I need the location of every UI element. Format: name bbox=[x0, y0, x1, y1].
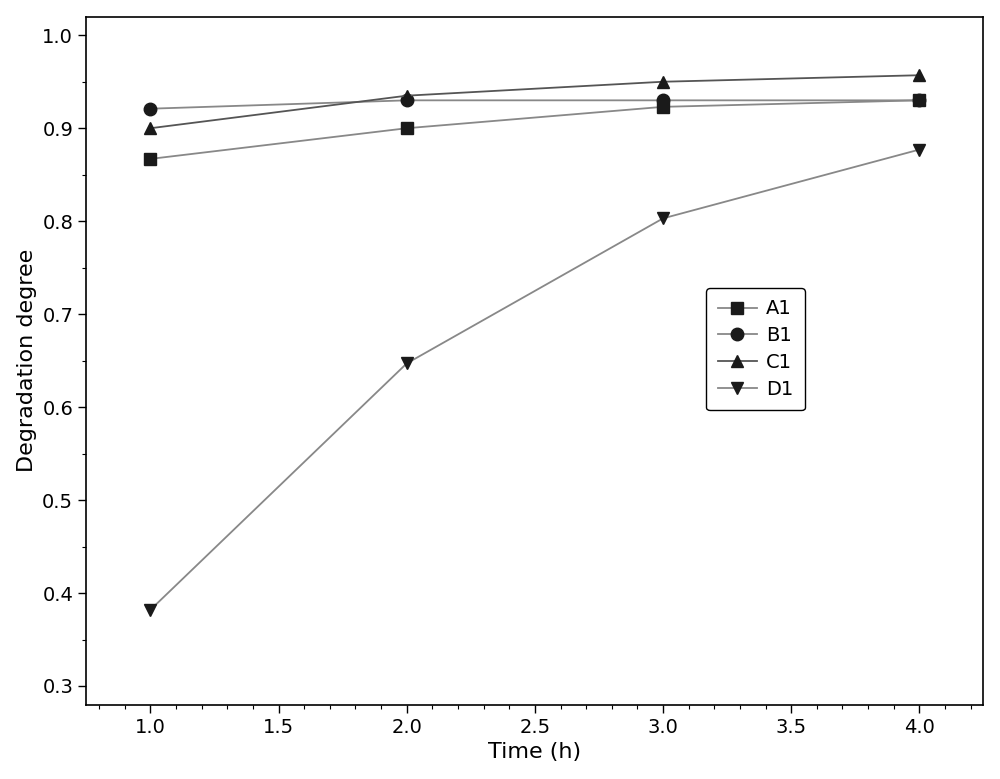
A1 bbox=[401, 124, 413, 133]
C1 bbox=[657, 77, 669, 86]
Line: B1: B1 bbox=[144, 94, 926, 115]
Line: D1: D1 bbox=[144, 143, 926, 616]
B1 bbox=[657, 96, 669, 105]
Legend: A1, B1, C1, D1: A1, B1, C1, D1 bbox=[706, 287, 805, 411]
A1 bbox=[657, 102, 669, 111]
C1 bbox=[144, 124, 156, 133]
D1 bbox=[144, 605, 156, 615]
B1 bbox=[401, 96, 413, 105]
D1 bbox=[401, 359, 413, 368]
Line: C1: C1 bbox=[144, 69, 926, 135]
C1 bbox=[401, 91, 413, 100]
C1 bbox=[913, 71, 925, 80]
B1 bbox=[144, 104, 156, 114]
A1 bbox=[913, 96, 925, 105]
Line: A1: A1 bbox=[144, 94, 926, 165]
X-axis label: Time (h): Time (h) bbox=[488, 742, 581, 763]
B1 bbox=[913, 96, 925, 105]
D1 bbox=[657, 213, 669, 223]
Y-axis label: Degradation degree: Degradation degree bbox=[17, 249, 37, 472]
D1 bbox=[913, 145, 925, 154]
A1 bbox=[144, 154, 156, 164]
